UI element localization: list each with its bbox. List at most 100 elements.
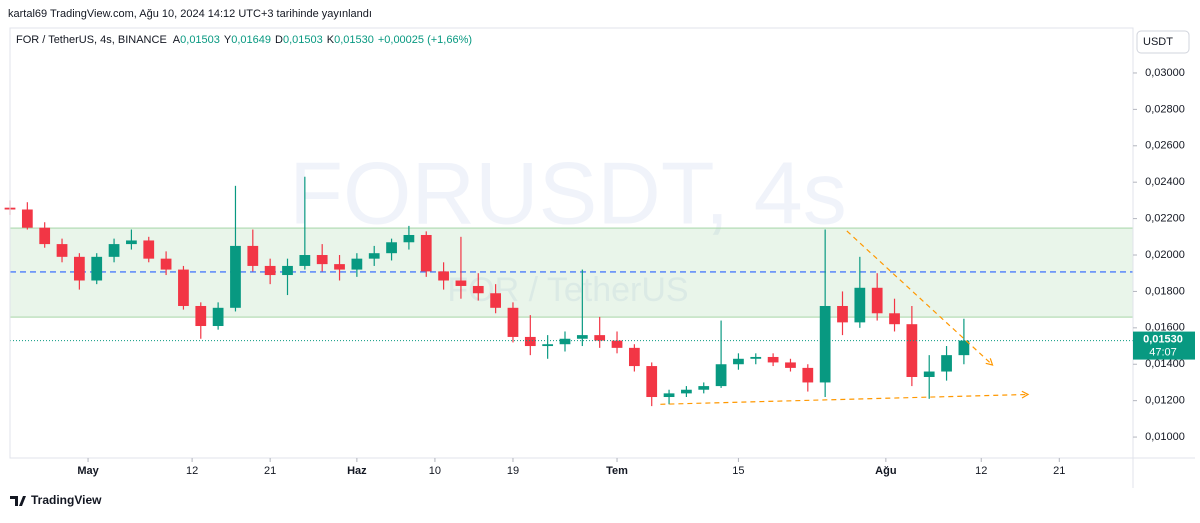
watermark-sub: FOR / TetherUS xyxy=(447,271,688,309)
candle-body xyxy=(715,364,727,387)
candle-body xyxy=(160,258,172,270)
candle-body xyxy=(126,240,137,245)
ohlc-letter: Y xyxy=(224,34,232,46)
brand-name: TradingView xyxy=(31,493,102,507)
candle-body xyxy=(733,358,744,365)
y-tick-label: 0,01400 xyxy=(1145,358,1185,370)
candle-body xyxy=(854,287,866,323)
candle-body xyxy=(559,338,571,345)
trendline-arrow xyxy=(985,358,994,366)
x-tick-label: Ağu xyxy=(875,465,896,477)
watermark: FORUSDT, 4s xyxy=(289,143,846,242)
candle-body xyxy=(507,307,519,337)
candle-body xyxy=(351,258,363,270)
brand-logo xyxy=(10,496,26,506)
candle-body xyxy=(212,307,224,327)
candle-body xyxy=(403,234,415,243)
candle-body xyxy=(819,305,831,383)
candle-body xyxy=(91,256,103,281)
last-price-badge xyxy=(1133,331,1195,360)
ohlc-letter: D xyxy=(275,34,283,46)
x-tick-label: 21 xyxy=(264,465,276,477)
candle-body xyxy=(490,293,501,308)
x-tick-label: Tem xyxy=(606,465,628,477)
candle-body xyxy=(39,227,51,245)
x-tick-label: 12 xyxy=(975,465,987,477)
y-tick-label: 0,01800 xyxy=(1145,285,1185,297)
candle-body xyxy=(108,244,120,257)
y-tick-label: 0,02000 xyxy=(1145,249,1185,261)
last-price-label: 0,01530 xyxy=(1143,333,1183,345)
ohlc-value: 0,01649 xyxy=(231,34,271,46)
ohlc-letter: A xyxy=(173,34,181,46)
trendline xyxy=(660,393,1029,405)
legend: FOR / TetherUS, 4s, BINANCE A0,01503 Y0,01… xyxy=(16,34,472,46)
candle-body xyxy=(230,245,241,308)
candle-body xyxy=(368,253,380,259)
ohlc-letter: K xyxy=(327,34,335,46)
candle-body xyxy=(264,265,276,276)
trendline xyxy=(846,230,993,366)
candle-body xyxy=(195,305,207,327)
candle-body xyxy=(837,305,848,323)
candle-body xyxy=(56,244,68,257)
candle-body xyxy=(542,344,554,347)
y-tick-label: 0,02800 xyxy=(1145,103,1185,115)
trendline-arrow xyxy=(1021,390,1030,399)
publisher: kartal69 TradingView.com, Ağu 10, 2024 1… xyxy=(8,8,372,20)
change: +0,00025 (+1,66%) xyxy=(378,34,472,46)
ohlc-value: 0,01503 xyxy=(283,34,323,46)
candle-body xyxy=(524,336,536,347)
y-tick-label: 0,01600 xyxy=(1145,322,1185,334)
candle-body xyxy=(594,335,606,341)
candle-body xyxy=(455,280,467,286)
candle-body xyxy=(681,389,692,394)
x-tick-label: Haz xyxy=(347,465,367,477)
candle-body xyxy=(871,287,883,314)
countdown: 47:07 xyxy=(1149,346,1177,358)
candle-body xyxy=(73,256,85,281)
candle-body xyxy=(802,367,814,383)
candle-body xyxy=(21,209,33,228)
x-tick-label: 19 xyxy=(507,465,519,477)
candle-body xyxy=(316,255,328,265)
currency[interactable]: USDT xyxy=(1143,36,1173,48)
x-tick-label: 12 xyxy=(186,465,198,477)
y-tick-label: 0,02600 xyxy=(1145,140,1185,152)
candle-body xyxy=(282,265,293,276)
candle-body xyxy=(247,245,259,266)
candle-body xyxy=(576,335,588,339)
candle-body xyxy=(785,362,796,368)
candle-body xyxy=(420,234,432,272)
x-tick-label: 15 xyxy=(732,465,744,477)
x-tick-label: May xyxy=(77,465,99,477)
candle-body xyxy=(143,240,155,259)
y-tick-label: 0,02200 xyxy=(1145,213,1185,225)
candle-body xyxy=(646,366,658,398)
symbol: FOR / TetherUS, 4s, BINANCE xyxy=(16,34,167,46)
candle-body xyxy=(386,242,397,254)
x-tick-label: 10 xyxy=(429,465,441,477)
candle-body xyxy=(299,255,311,266)
candle-body xyxy=(438,271,449,281)
candle-body xyxy=(611,340,623,348)
y-tick-label: 0,02400 xyxy=(1145,176,1185,188)
ohlc-value: 0,01530 xyxy=(334,34,374,46)
candle-body xyxy=(663,393,675,398)
y-tick-label: 0,01200 xyxy=(1145,395,1185,407)
candle-body xyxy=(178,269,189,306)
ohlc-value: 0,01503 xyxy=(180,34,220,46)
candle-body xyxy=(698,386,710,390)
currency-button[interactable] xyxy=(1136,30,1190,54)
candle-body xyxy=(958,340,970,356)
brand: TradingView xyxy=(10,493,102,507)
y-tick-label: 0,01000 xyxy=(1145,431,1185,443)
candle-body xyxy=(906,324,918,377)
candle-body xyxy=(750,356,762,359)
candle-body xyxy=(941,355,952,372)
candle-body xyxy=(889,313,900,325)
candle-body xyxy=(767,356,779,363)
candle-body xyxy=(923,371,935,377)
